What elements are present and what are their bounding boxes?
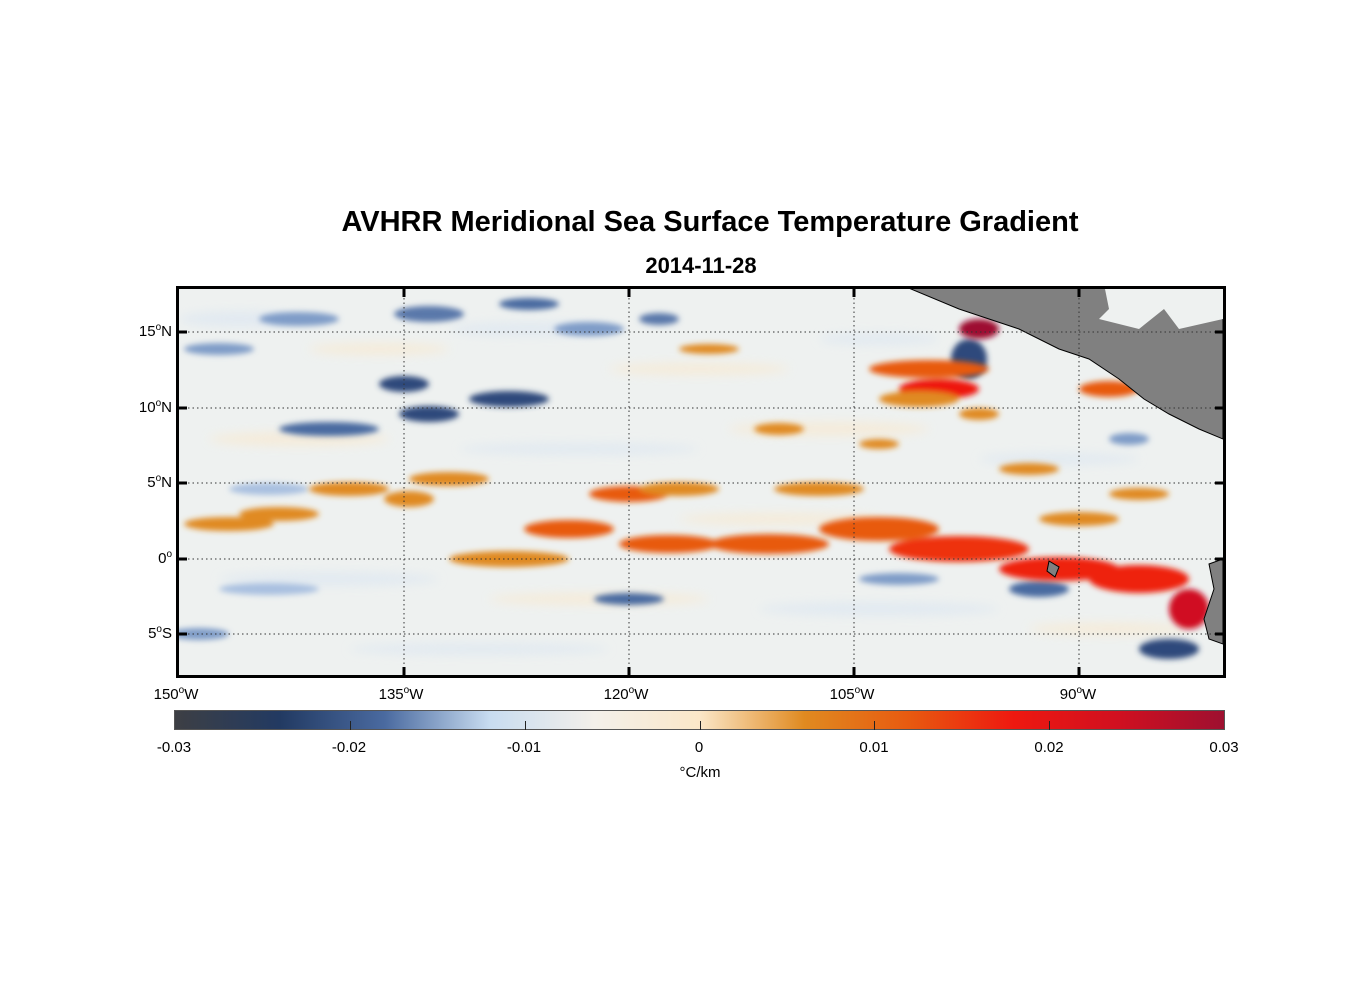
map-canvas xyxy=(179,289,1223,675)
colorbar-tick xyxy=(524,721,526,730)
lat-label-15n: 15oN xyxy=(138,322,172,340)
axis-ticks xyxy=(179,289,1223,675)
colorbar-tick-label: -0.01 xyxy=(506,739,542,756)
lat-label-10n: 10oN xyxy=(138,398,172,416)
warm-anomalies xyxy=(184,319,1209,629)
lat-label-5n: 5oN xyxy=(147,473,172,491)
colorbar-tick-label: -0.02 xyxy=(331,739,367,756)
lon-label-105w: 105oW xyxy=(829,685,875,703)
land-mass xyxy=(909,289,1223,645)
colorbar-tick-label: -0.03 xyxy=(156,739,192,756)
colorbar-tick xyxy=(349,721,351,730)
lon-label-120w: 120oW xyxy=(603,685,649,703)
map-title: AVHRR Meridional Sea Surface Temperature… xyxy=(341,206,1079,238)
lon-label-90w: 90oW xyxy=(1059,685,1097,703)
colorbar-unit: °C/km xyxy=(679,764,721,781)
colorbar-tick-label: 0.03 xyxy=(1209,739,1239,756)
sst-gradient-map xyxy=(176,286,1226,678)
map-date: 2014-11-28 xyxy=(645,253,757,278)
colorbar-tick-label: 0 xyxy=(694,739,704,756)
lat-label-0: 0o xyxy=(158,549,172,567)
colorbar-tick xyxy=(1049,721,1051,730)
colorbar xyxy=(174,710,1225,730)
colorbar-tick xyxy=(874,721,876,730)
lon-label-150w: 150oW xyxy=(153,685,199,703)
colorbar-tick-label: 0.02 xyxy=(1034,739,1064,756)
latitude-axis: 15oN 10oN 5oN 0o 5oS xyxy=(110,286,172,678)
lat-label-5s: 5oS xyxy=(148,624,172,642)
colorbar-tick-label: 0.01 xyxy=(859,739,889,756)
lon-label-135w: 135oW xyxy=(378,685,424,703)
background-texture xyxy=(179,311,1189,655)
colorbar-tick xyxy=(699,721,701,730)
cold-anomalies xyxy=(179,298,1199,659)
graticule xyxy=(179,289,1223,675)
